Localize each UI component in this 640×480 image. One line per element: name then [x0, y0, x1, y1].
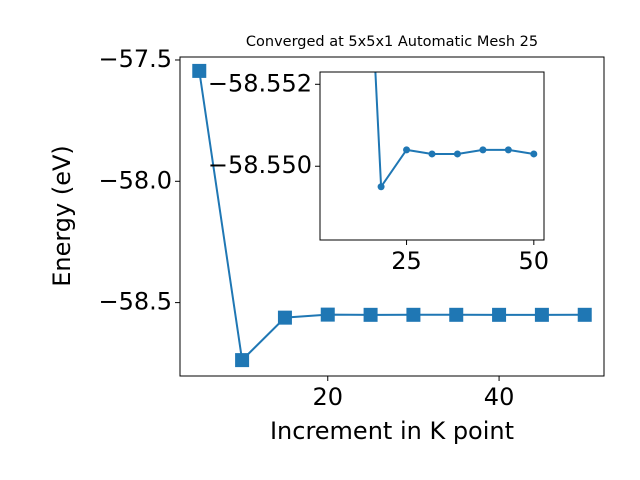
data-point	[504, 146, 512, 154]
y-tick-label: −58.550	[208, 151, 312, 179]
y-tick-label: −58.552	[208, 69, 312, 97]
axes-frame	[319, 71, 545, 241]
y-axis-label: Energy (eV)	[48, 145, 76, 287]
data-point	[320, 307, 335, 322]
data-point	[428, 150, 436, 158]
x-tick-label: 25	[391, 247, 422, 275]
data-point	[235, 353, 250, 368]
axes-frame	[179, 56, 605, 377]
data-point	[534, 307, 549, 322]
x-axis-label: Increment in K point	[270, 417, 514, 445]
data-point	[403, 146, 411, 154]
chart-title: Converged at 5x5x1 Automatic Mesh 25	[246, 34, 538, 50]
data-point	[479, 146, 487, 154]
data-point	[406, 307, 421, 322]
data-point	[377, 183, 385, 191]
data-line	[198, 70, 585, 363]
y-tick-label: −58.0	[98, 166, 172, 194]
y-tick-label: −58.5	[98, 288, 172, 316]
x-tick-label: 40	[484, 383, 515, 411]
plot-area	[192, 63, 592, 368]
plot-area	[374, 72, 538, 191]
data-point	[363, 307, 378, 322]
data-point	[277, 310, 292, 325]
x-tick-label: 20	[312, 383, 343, 411]
data-point	[577, 307, 592, 322]
data-point	[492, 307, 507, 322]
y-tick-label: −57.5	[98, 45, 172, 73]
data-point	[453, 150, 461, 158]
data-point	[192, 63, 207, 78]
data-point	[530, 150, 538, 158]
data-point	[449, 307, 464, 322]
x-tick-label: 50	[519, 247, 550, 275]
